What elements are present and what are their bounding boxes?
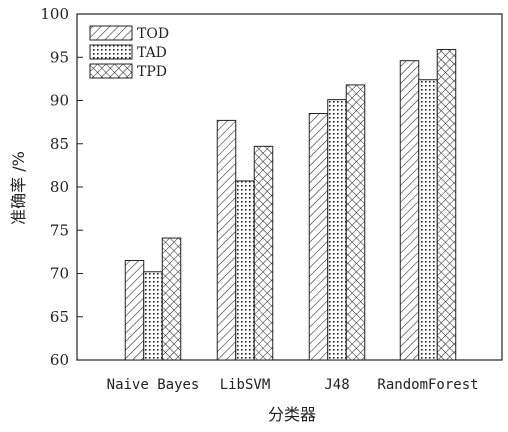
legend-swatch: [89, 25, 133, 41]
bar-tad: [235, 180, 255, 361]
x-axis-title: 分类器: [268, 405, 316, 424]
legend-swatch: [89, 44, 133, 60]
legend-label: TAD: [137, 45, 167, 61]
legend-swatch: [89, 63, 133, 79]
y-tick-label: 85: [50, 135, 69, 153]
bar-tpd: [161, 237, 182, 361]
y-tick-label: 90: [50, 92, 69, 110]
bars: [124, 48, 457, 361]
bar-tad: [143, 271, 163, 361]
y-tick-label: 75: [50, 221, 69, 239]
bar-tod: [308, 112, 329, 361]
y-axis-title: 准确率 /%: [9, 151, 28, 225]
bar-tpd: [345, 84, 366, 361]
y-tick-label: 100: [40, 5, 69, 23]
legend-label: TPD: [137, 64, 167, 80]
y-tick-label: 80: [50, 178, 69, 196]
y-ticks: 60 65 70 75 80 85 90 95 100: [40, 5, 83, 369]
legend-label: TOD: [137, 26, 169, 42]
legend: TOD TAD TPD: [89, 25, 169, 80]
x-category-label: LibSVM: [220, 377, 271, 393]
bar-tod: [124, 260, 145, 361]
bar-tpd: [436, 48, 457, 361]
x-category-labels: Naive Bayes LibSVM J48 RandomForest: [107, 377, 479, 393]
bar-tod: [216, 119, 237, 361]
y-tick-label: 60: [50, 351, 69, 369]
bar-tpd: [253, 145, 274, 361]
x-category-label: RandomForest: [377, 377, 478, 393]
x-category-label: Naive Bayes: [107, 377, 200, 393]
bar-tad: [418, 79, 438, 361]
y-tick-label: 95: [50, 48, 69, 66]
y-tick-label: 70: [50, 265, 69, 283]
x-category-label: J48: [324, 377, 349, 393]
y-tick-label: 65: [50, 308, 69, 326]
bar-tad: [327, 99, 347, 361]
bar-tod: [399, 60, 420, 361]
